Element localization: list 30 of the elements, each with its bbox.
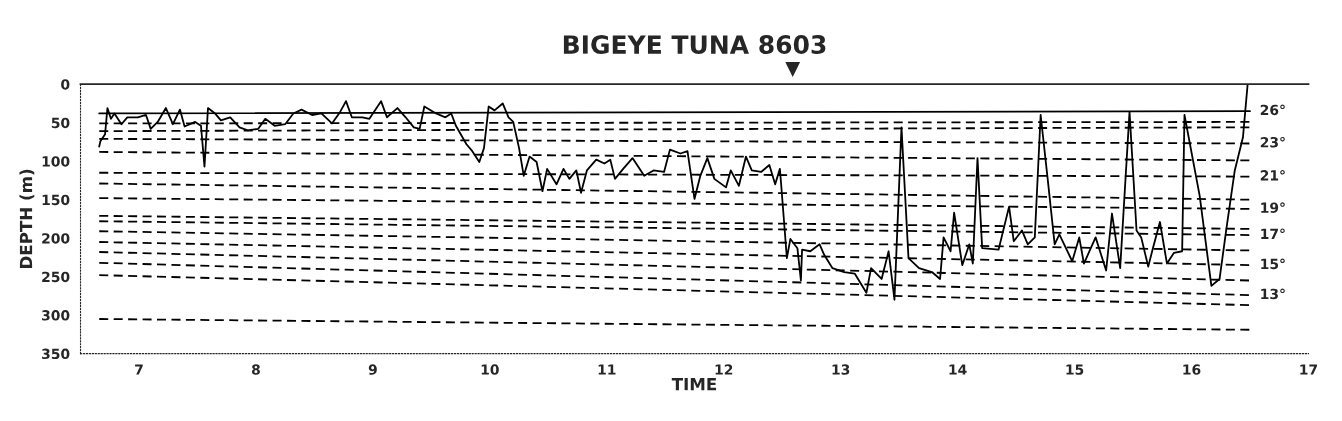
x-tick-label: 7: [135, 364, 143, 375]
y-tick-label: 0: [61, 79, 70, 90]
y-tick-label: 250: [42, 271, 70, 283]
y-tick-label: 100: [42, 156, 70, 167]
chart-title: BIGEYE TUNA 8603: [563, 35, 826, 54]
x-tick-label: 15: [1066, 364, 1084, 375]
x-axis-title: TIME: [671, 378, 717, 391]
series-label: 17°: [1261, 228, 1285, 239]
x-tick-label: 16: [1183, 364, 1201, 375]
series-label: 23°: [1260, 136, 1285, 148]
series-label: 13°: [1261, 288, 1285, 300]
x-tick-label: 11: [598, 364, 616, 375]
y-tick-label: 200: [42, 233, 70, 244]
series-label: 26°: [1260, 104, 1285, 116]
x-tick-label: 14: [949, 364, 967, 375]
series-label: 19°: [1261, 202, 1285, 213]
x-tick-label: 8: [251, 364, 260, 375]
series-label: 21°: [1260, 170, 1285, 181]
series-label: 15°: [1261, 258, 1285, 270]
x-tick-label: 9: [368, 364, 377, 375]
y-tick-label: 300: [42, 310, 70, 321]
text: ▼: [785, 62, 801, 77]
y-tick-label: 150: [42, 194, 70, 206]
y-tick-label: 350: [42, 348, 70, 360]
x-tick-label: 10: [481, 364, 499, 375]
x-tick-label: 17: [1300, 364, 1318, 375]
y-axis-title: DEPTH (m): [19, 169, 35, 268]
x-tick-label: 12: [715, 364, 733, 375]
y-tick-label: 50: [51, 117, 70, 129]
x-tick-label: 13: [832, 364, 850, 375]
